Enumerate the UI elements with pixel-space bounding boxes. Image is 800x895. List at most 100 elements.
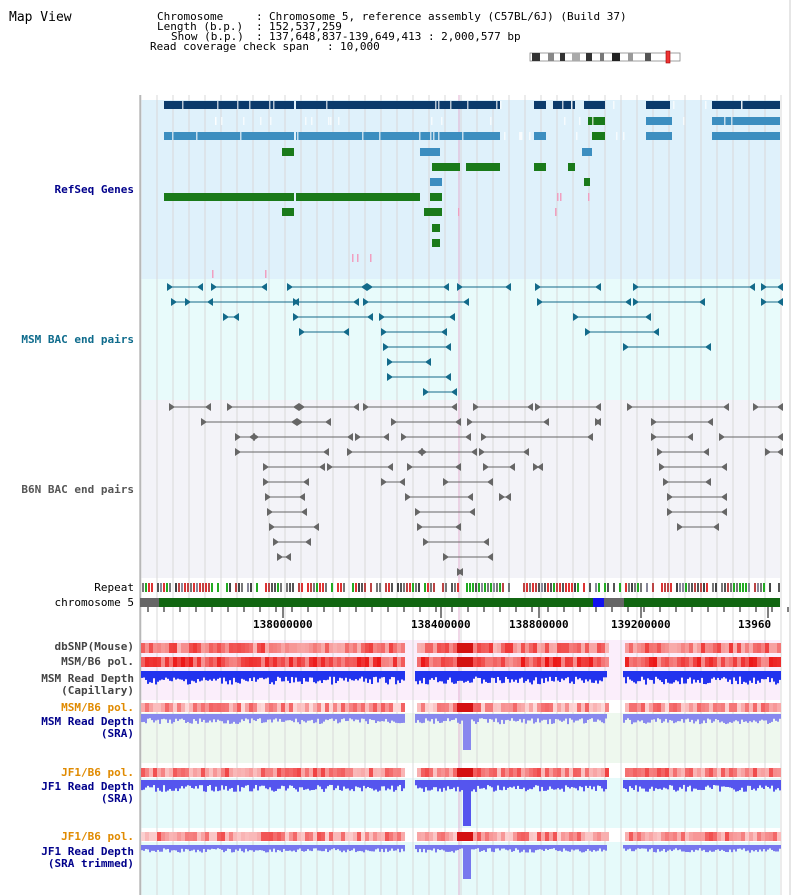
msm-b6-pol-cell [737, 657, 741, 667]
msm-b6-pol-cell [317, 703, 321, 712]
msm-sra-depth-bar [177, 714, 179, 721]
msm-sra-depth-bar [459, 714, 461, 724]
msm-sra-depth-bar [691, 714, 693, 720]
jf1-sra-depth-bar [331, 780, 333, 785]
bac-end-marker [387, 358, 393, 366]
jf1-b6-pol-cell [665, 768, 669, 777]
msm-sra-depth-bar [455, 714, 457, 719]
msm-sra-depth-bar [185, 714, 187, 723]
jf1-b6-pol-cell [309, 768, 313, 777]
jf1-trimmed-depth-bar [645, 845, 647, 849]
msm-capillary-depth-bar [259, 671, 261, 678]
track-label-msm-b6-pol-1[interactable]: MSM/B6 pol. [61, 655, 134, 668]
track-label-jf1-b6-pol-1[interactable]: JF1/B6 pol. [61, 766, 134, 779]
bac-end-marker [451, 403, 457, 411]
jf1-trimmed-depth-bar [751, 845, 753, 851]
msm-capillary-depth-bar [767, 671, 769, 678]
jf1-b6-pol-cell [385, 768, 389, 777]
jf1-trimmed-depth-bar [247, 845, 249, 852]
msm-capillary-depth-bar [667, 671, 669, 683]
msm-b6-pol-cell [601, 657, 605, 667]
track-label-msm-b6-pol-2[interactable]: MSM/B6 pol. [61, 701, 134, 714]
track-label-refseq-genes[interactable]: RefSeq Genes [54, 183, 134, 196]
msm-b6-pol-cell [593, 657, 597, 667]
jf1-sra-depth-bar [769, 780, 771, 789]
jf1-sra-depth-bar [243, 780, 245, 788]
jf1-trimmed-depth-bar [159, 845, 161, 852]
track-label-repeat[interactable]: Repeat [94, 581, 134, 594]
bac-end-marker [167, 283, 173, 291]
jf1-b6-pol-cell [257, 832, 261, 841]
msm-b6-pol-cell [681, 703, 685, 712]
track-label-jf1-b6-pol-2[interactable]: JF1/B6 pol. [61, 830, 134, 843]
msm-sra-depth-bar [749, 714, 751, 722]
repeat-element [406, 583, 408, 592]
msm-capillary-depth-bar [311, 671, 313, 678]
msm-sra-depth-bar [327, 714, 329, 721]
msm-b6-pol-cell [565, 657, 569, 667]
msm-sra-depth-bar [593, 714, 595, 722]
dbsnp-cell [489, 643, 493, 653]
msm-b6-pol-cell [141, 657, 145, 667]
dbsnp-cell [597, 643, 601, 653]
jf1-trimmed-depth-bar [717, 845, 719, 850]
bac-end-marker [293, 313, 299, 321]
gene-exon [712, 132, 780, 140]
track-label-dbsnp[interactable]: dbSNP(Mouse) [54, 640, 134, 653]
jf1-b6-pol-cell [245, 768, 249, 777]
msm-capillary-depth-bar [195, 671, 197, 683]
repeat-element [184, 583, 186, 592]
jf1-trimmed-depth-bar [739, 845, 741, 849]
msm-capillary-depth-bar [203, 671, 205, 678]
jf1-trimmed-depth-bar [343, 845, 345, 851]
jf1-sra-depth-bar [677, 780, 679, 791]
track-label-jf1-depth-trimmed[interactable]: JF1 Read Depth [41, 845, 134, 858]
jf1-b6-pol-cell [765, 768, 769, 777]
track-label-msm-depth-capillary[interactable]: MSM Read Depth [41, 672, 134, 685]
track-label-msm-bac[interactable]: MSM BAC end pairs [21, 333, 134, 346]
msm-capillary-depth-bar [315, 671, 317, 684]
bac-end-marker [473, 403, 479, 411]
msm-sra-depth-bar [245, 714, 247, 719]
msm-sra-depth-bar [491, 714, 493, 720]
repeat-element [169, 583, 171, 592]
jf1-sra-depth-bar [701, 780, 703, 791]
jf1-sra-depth-bar [591, 780, 593, 790]
bac-end-marker [659, 463, 665, 471]
jf1-sra-depth-bar [739, 780, 741, 791]
msm-sra-depth-bar [305, 714, 307, 723]
track-label-chromosome[interactable]: chromosome 5 [54, 596, 134, 609]
jf1-trimmed-depth-bar [775, 845, 777, 852]
jf1-sra-depth-bar [509, 780, 511, 787]
msm-sra-depth-bar [699, 714, 701, 725]
jf1-sra-depth-bar [193, 780, 195, 789]
track-label-jf1-depth-sra[interactable]: JF1 Read Depth [41, 780, 134, 793]
jf1-b6-pol-cell [545, 768, 549, 777]
msm-b6-pol-cell [333, 703, 337, 712]
msm-b6-pol-cell [657, 657, 661, 667]
repeat-element [604, 583, 606, 592]
jf1-sra-depth-bar [169, 780, 171, 789]
jf1-trimmed-depth-bar [627, 845, 629, 850]
msm-sra-depth-bar [437, 714, 439, 722]
dbsnp-cell [633, 643, 637, 653]
msm-sra-depth-bar [425, 714, 427, 719]
msm-capillary-depth-bar [643, 671, 645, 680]
msm-sra-depth-bar [337, 714, 339, 724]
track-label-b6n-bac[interactable]: B6N BAC end pairs [21, 483, 134, 496]
dbsnp-cell [309, 643, 313, 653]
msm-b6-pol-cell [197, 657, 201, 667]
jf1-b6-pol-cell [777, 768, 781, 777]
track-label-msm-depth-sra[interactable]: MSM Read Depth [41, 715, 134, 728]
bac-end-marker [367, 283, 373, 291]
repeat-element [502, 583, 504, 592]
jf1-trimmed-depth-bar [193, 845, 195, 850]
msm-capillary-depth-bar [557, 671, 559, 681]
dbsnp-cell [493, 643, 497, 653]
jf1-b6-pol-cell [585, 832, 589, 841]
msm-capillary-depth-bar [309, 671, 311, 678]
jf1-b6-pol-cell [465, 832, 469, 841]
jf1-trimmed-depth-bar [387, 845, 389, 852]
jf1-trimmed-depth-bar [477, 845, 479, 849]
